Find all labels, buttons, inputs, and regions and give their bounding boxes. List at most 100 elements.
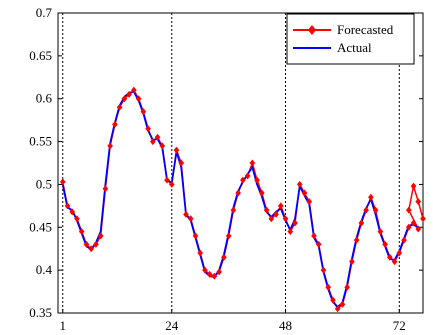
y-tick-label: 0.45 <box>29 219 52 234</box>
y-tick-label: 0.6 <box>36 91 53 106</box>
forecasted-point <box>277 202 284 210</box>
forecasted-point <box>192 232 199 240</box>
forecasted-point <box>292 219 298 227</box>
forecasted-point <box>405 206 412 214</box>
forecasted-point <box>368 193 374 201</box>
forecasted-point <box>306 198 313 206</box>
forecasted-point <box>240 176 246 184</box>
actual-series-line <box>61 90 419 309</box>
forecasted-point <box>349 258 355 266</box>
forecasted-point <box>102 185 109 193</box>
forecasted-point <box>64 202 71 210</box>
forecasted-point <box>74 215 80 223</box>
forecasted-point <box>230 206 237 214</box>
forecasted-point <box>178 159 185 167</box>
forecasted-point <box>206 270 213 278</box>
forecasted-point <box>249 159 256 167</box>
forecasted-point <box>173 146 180 154</box>
forecasted-point <box>330 296 336 304</box>
forecasted-point <box>415 198 422 206</box>
forecasted-point <box>97 232 104 240</box>
x-axis-ticks: 1 24 48 72 <box>59 309 406 333</box>
forecasted-point <box>211 272 218 280</box>
forecasted-point <box>363 206 369 214</box>
legend-forecasted-label: Forecasted <box>337 22 394 37</box>
forecasted-point <box>301 189 308 197</box>
forecasted-point <box>259 189 265 197</box>
forecasted-point <box>320 266 327 274</box>
forecasted-point <box>410 219 417 227</box>
forecasted-point <box>197 249 204 257</box>
forecasted-point <box>145 125 151 133</box>
forecasted-point <box>311 232 317 240</box>
forecasted-point <box>116 103 123 111</box>
forecasted-point <box>150 138 156 146</box>
forecasted-point <box>121 95 128 103</box>
forecasted-point <box>221 253 227 261</box>
x-tick-label: 72 <box>393 318 406 333</box>
legend-actual-label: Actual <box>337 40 372 55</box>
series-layer <box>59 86 426 313</box>
x-tick-label: 1 <box>59 318 66 333</box>
forecasted-point <box>358 219 365 227</box>
y-tick-label: 0.4 <box>36 262 53 277</box>
forecasted-point <box>263 206 270 214</box>
y-tick-label: 0.35 <box>29 305 52 320</box>
forecasted-point <box>420 215 426 223</box>
legend-box <box>286 13 415 65</box>
forecasted-point <box>159 142 166 150</box>
forecasted-point <box>131 86 137 94</box>
forecasted-point <box>59 178 66 186</box>
forecasted-point <box>183 210 189 218</box>
forecasted-point <box>344 283 350 291</box>
forecasted-point <box>415 225 422 233</box>
forecasted-point <box>405 223 412 231</box>
plot-border <box>57 12 424 314</box>
forecasted-point <box>126 90 132 98</box>
forecasted-point <box>382 240 388 248</box>
forecasted-point <box>268 215 275 223</box>
y-axis-ticks: 0.35 0.4 0.45 0.5 0.55 0.6 0.65 0.7 <box>29 5 423 320</box>
forecasted-point <box>296 180 303 188</box>
forecasted-series-line <box>62 88 424 310</box>
forecasted-point <box>325 283 331 291</box>
forecasted-point <box>244 172 251 180</box>
forecasted-point <box>135 95 142 103</box>
forecasted-point <box>107 142 113 150</box>
forecasted-point <box>353 236 360 244</box>
forecasted-point <box>334 305 341 313</box>
x-tick-label: 24 <box>165 318 179 333</box>
forecasted-point <box>140 108 147 116</box>
forecasted-point <box>391 258 398 266</box>
forecasted-point <box>401 236 407 244</box>
forecasted-point <box>88 245 94 253</box>
forecasted-point <box>254 176 260 184</box>
forecasted-point <box>287 228 294 236</box>
forecasted-point <box>339 300 346 308</box>
forecasted-point <box>216 268 222 276</box>
forecasted-point <box>112 120 118 128</box>
legend: Forecasted Actual <box>286 13 415 65</box>
forecasted-point <box>69 208 76 216</box>
forecasted-point <box>282 215 289 223</box>
forecasted-point <box>225 232 232 240</box>
forecasted-point <box>273 210 279 218</box>
forecasted-point <box>315 240 322 248</box>
y-tick-label: 0.5 <box>36 176 52 191</box>
y-tick-label: 0.65 <box>29 48 52 63</box>
forecasted-point <box>78 228 85 236</box>
forecasted-point <box>410 182 417 190</box>
y-tick-label: 0.7 <box>36 5 53 20</box>
forecasted-point <box>235 189 241 197</box>
legend-forecasted-marker <box>308 25 316 35</box>
forecasted-point <box>187 215 194 223</box>
forecasted-point <box>372 206 379 214</box>
x-tick-label: 48 <box>279 318 292 333</box>
forecasted-point <box>387 253 393 261</box>
forecasted-point <box>164 176 170 184</box>
plot-frame <box>57 12 424 314</box>
forecasted-point <box>168 180 175 188</box>
forecasted-point <box>154 133 161 141</box>
forecasted-point <box>202 266 208 274</box>
